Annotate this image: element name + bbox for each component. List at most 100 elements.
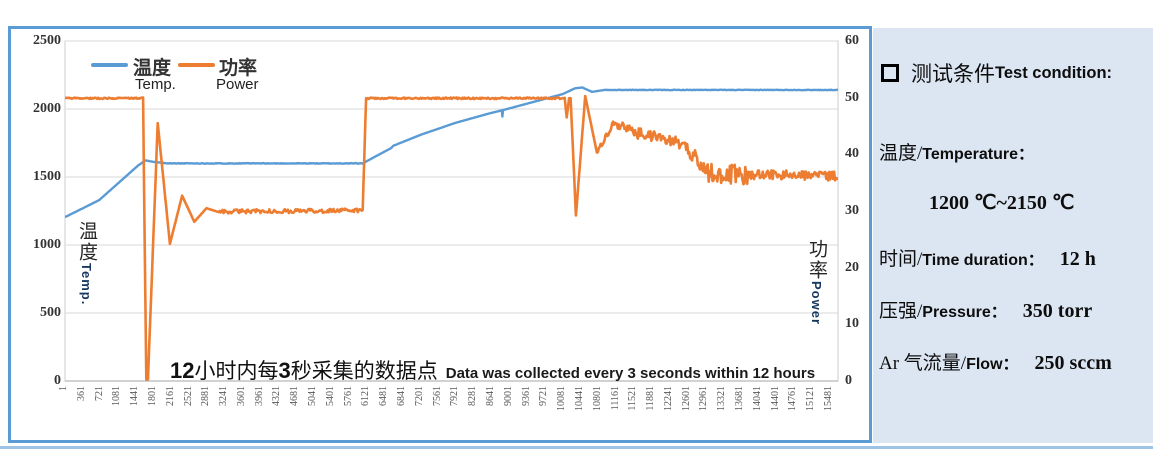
x-axis-tick: 6841 (396, 386, 408, 406)
y-axis-tick-left: 2000 (33, 101, 61, 116)
chart-area: 温度 Temp. 功率 Power 温度Temp. 功率Power 12 小时内… (11, 29, 869, 440)
row-temperature: 温度/ Temperature： (879, 138, 1034, 165)
row-flow: Ar 气流量/ Flow： 250 sccm (879, 348, 1112, 375)
y-axis-tick-left: 1000 (33, 237, 61, 252)
x-axis-tick: 1081 (111, 386, 123, 406)
time-label-zh: 时间/ (879, 249, 923, 270)
y-axis-tick-right: 0 (845, 373, 852, 388)
x-axis-tick: 9001 (502, 386, 514, 406)
legend-label-temperature-en: Temp. (135, 76, 176, 93)
x-axis-tick: 12961 (698, 386, 710, 411)
legend-label-power-zh: 功率 (219, 58, 258, 79)
y-axis-tick-right: 10 (845, 316, 859, 332)
left-axis-title-en: Temp. (79, 263, 94, 306)
x-axis-tick: 14041 (751, 386, 763, 411)
x-axis-tick: 9361 (520, 386, 532, 406)
test-condition-panel: 测试条件 Test condition: 温度/ Temperature： 12… (873, 28, 1153, 443)
temperature-line (65, 86, 838, 219)
x-axis-tick: 14761 (787, 386, 799, 411)
panel-title-zh: 测试条件 (911, 62, 995, 86)
pressure-label-zh: 压强/ (879, 301, 923, 322)
pressure-label-en: Pressure： (922, 304, 1007, 321)
annotation-en: Data was collected every 3 seconds withi… (445, 365, 816, 382)
chart-annotation: 12 小时内每 3 秒采集的数据点 Data was collected eve… (170, 355, 815, 385)
legend-label-power-en: Power (216, 76, 259, 93)
x-axis-tick: 2521 (182, 386, 194, 406)
y-axis-tick-left: 500 (40, 305, 61, 320)
x-axis-tick: 3961 (253, 386, 265, 406)
x-axis-tick: 11521 (627, 386, 639, 411)
x-axis-tick: 3601 (235, 386, 247, 406)
x-axis-tick: 5041 (307, 386, 319, 406)
x-axis-tick: 8641 (484, 386, 496, 406)
pressure-value: 350 torr (1022, 300, 1093, 322)
x-axis-tick: 15121 (805, 386, 817, 411)
x-axis-tick: 721 (93, 386, 105, 401)
x-axis-tick: 11881 (645, 386, 657, 411)
x-axis-tick: 10441 (573, 386, 585, 411)
x-axis-tick: 13321 (716, 386, 728, 411)
x-axis-tick: 5761 (342, 386, 354, 406)
y-axis-tick-left: 1500 (33, 169, 61, 184)
power-line (65, 94, 838, 381)
x-axis-tick: 7201 (413, 386, 425, 406)
x-axis-tick: 13681 (734, 386, 746, 411)
y-axis-tick-right: 30 (845, 203, 859, 218)
temperature-value: 1200 ℃~2150 ℃ (929, 192, 1075, 214)
x-axis-tick: 9721 (538, 386, 550, 406)
x-axis-tick: 2881 (200, 386, 212, 406)
panel-title-en: Test condition: (995, 63, 1113, 82)
row-time: 时间/ Time duration： 12 h (879, 244, 1096, 271)
time-label-en: Time duration： (922, 252, 1044, 269)
right-axis-title-en: Power (809, 281, 824, 326)
flow-label-zh: Ar 气流量/ (879, 353, 967, 374)
y-axis-tick-left: 0 (54, 373, 61, 388)
annotation-zh-part1: 小时内每 (194, 359, 279, 383)
x-axis-tick: 6121 (360, 386, 372, 406)
x-axis-tick: 4321 (271, 386, 283, 406)
temperature-label-zh: 温度/ (879, 143, 923, 164)
y-axis-tick-right: 40 (845, 146, 859, 162)
y-axis-tick-right: 20 (845, 259, 859, 275)
annotation-number-12: 12 (170, 358, 195, 383)
x-axis-tick: 361 (75, 386, 87, 401)
time-value: 12 h (1059, 248, 1096, 270)
flow-value: 250 sccm (1034, 352, 1112, 374)
row-pressure: 压强/ Pressure： 350 torr (879, 296, 1092, 323)
x-axis-tick: 5401 (324, 386, 336, 406)
panel-title: 测试条件 Test condition: (881, 58, 1112, 88)
x-axis-tick: 7561 (431, 386, 443, 406)
y-axis-tick-right: 60 (845, 33, 859, 48)
right-axis-title-zh: 功率 (806, 239, 827, 281)
plot-border (64, 40, 839, 382)
x-axis-tick: 15481 (823, 386, 834, 411)
x-axis-tick: 4681 (289, 386, 301, 406)
legend-swatch-power (178, 63, 215, 67)
legend-label-temperature-zh: 温度 (133, 58, 172, 79)
chart-panel: 温度 Temp. 功率 Power 温度Temp. 功率Power 12 小时内… (8, 26, 872, 443)
x-axis-tick: 12241 (662, 386, 674, 411)
temperature-label-en: Temperature： (922, 146, 1035, 163)
annotation-zh-part2: 秒采集的数据点 (290, 359, 438, 383)
x-axis-tick: 1801 (146, 386, 158, 406)
x-axis-tick: 11161 (609, 386, 621, 411)
square-bullet-icon (881, 64, 899, 82)
flow-label-en: Flow： (966, 356, 1019, 373)
y-axis-tick-right: 50 (845, 89, 859, 105)
x-axis-tick: 6481 (378, 386, 390, 406)
x-axis-tick: 1 (58, 386, 69, 391)
x-axis-tick: 10081 (556, 386, 568, 411)
annotation-number-3: 3 (278, 358, 291, 383)
line-chart (64, 40, 839, 382)
x-axis-tick: 7921 (449, 386, 461, 406)
x-axis-tick: 8281 (467, 386, 479, 406)
y-axis-tick-left: 2500 (33, 33, 61, 48)
left-axis-title: 温度Temp. (73, 221, 100, 305)
bottom-divider-line (0, 446, 1153, 449)
x-axis-tick: 10801 (591, 386, 603, 411)
x-axis-tick: 3241 (218, 386, 230, 406)
legend-swatch-temperature (91, 63, 128, 67)
left-axis-title-zh: 温度 (76, 221, 97, 263)
x-axis-tick: 14401 (769, 386, 781, 411)
x-axis-tick: 12601 (680, 386, 692, 411)
